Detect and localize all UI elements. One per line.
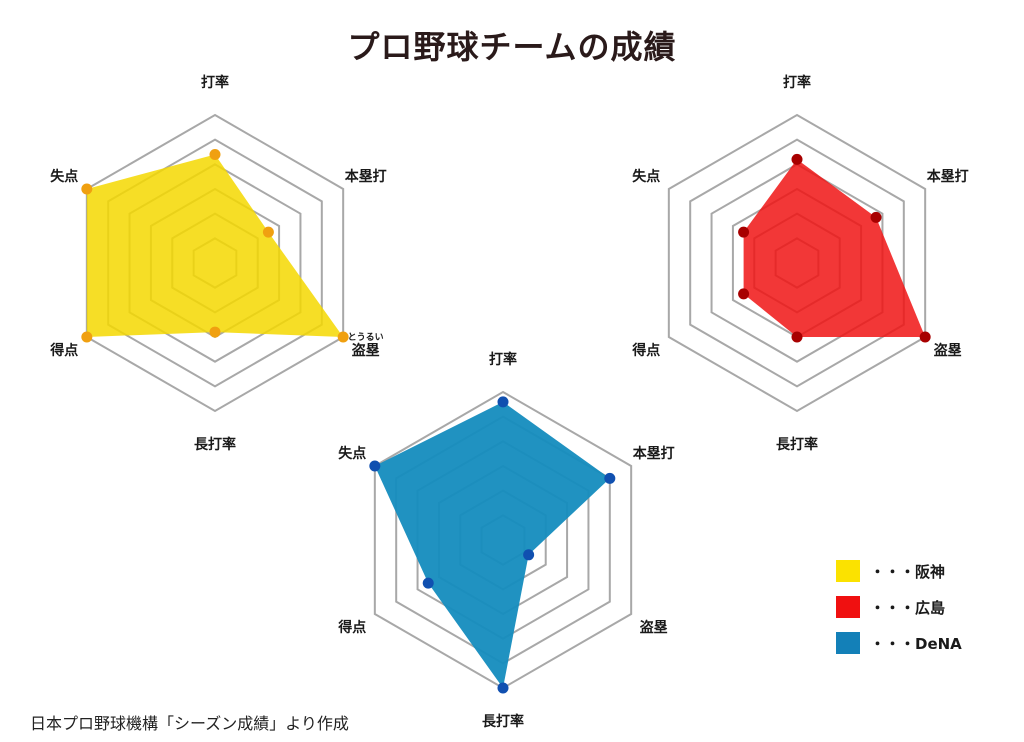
chart-title: プロ野球チームの成績 [347, 28, 677, 66]
source-note: 日本プロ野球機構「シーズン成績」より作成 [30, 714, 349, 733]
axis-label-home-runs: 本塁打 [345, 168, 387, 185]
legend-label-hiroshima: ・・・広島 [870, 598, 946, 617]
grid-ring-5 [689, 138, 905, 388]
data-point-stolen-bases [337, 331, 349, 343]
data-point-slugging [791, 331, 803, 343]
axis-label-batting-average: 打率 [489, 351, 517, 368]
axis-ruby-stolen-bases: とうるい [348, 332, 384, 343]
axis-label-runs-scored: 得点 [49, 342, 78, 359]
data-point-runs-allowed [81, 183, 93, 195]
axis-label-runs-allowed: 失点 [338, 445, 366, 462]
axis-label-runs-allowed: 失点 [50, 168, 78, 185]
axis-label-batting-average: 打率 [201, 74, 229, 91]
data-point-batting-average [209, 148, 221, 160]
data-point-batting-average [497, 396, 509, 408]
axis-label-slugging: 長打率 [194, 436, 236, 453]
data-point-slugging [497, 682, 509, 694]
legend: ・・・阪神 ・・・広島 ・・・DeNA [836, 560, 962, 668]
data-point-home-runs [262, 226, 274, 238]
axis-label-stolen-bases: 盗塁 [934, 342, 962, 359]
data-point-slugging [209, 326, 221, 338]
axis-label-runs-scored: 得点 [337, 619, 366, 636]
series-area-dena [374, 401, 610, 688]
axis-label-runs-scored: 得点 [631, 342, 660, 359]
data-point-stolen-bases [919, 331, 931, 343]
legend-swatch-hanshin [836, 560, 860, 582]
axis-label-stolen-bases: 盗塁 [640, 619, 668, 636]
data-point-runs-scored [81, 331, 93, 343]
axis-label-stolen-bases: 盗塁 [352, 342, 380, 359]
grid-ring-4 [710, 163, 884, 363]
data-point-batting-average [791, 153, 803, 165]
grid-ring-6 [667, 113, 927, 413]
legend-item-hanshin: ・・・阪神 [836, 560, 962, 582]
series-area-hiroshima [743, 159, 926, 337]
data-point-home-runs [870, 211, 882, 223]
axis-label-home-runs: 本塁打 [633, 445, 675, 462]
series-area-hanshin [86, 154, 344, 337]
axis-label-home-runs: 本塁打 [927, 168, 969, 185]
axis-label-slugging: 長打率 [776, 436, 818, 453]
legend-label-dena: ・・・DeNA [870, 634, 962, 653]
legend-item-hiroshima: ・・・広島 [836, 596, 962, 618]
axis-label-runs-allowed: 失点 [632, 168, 660, 185]
legend-swatch-hiroshima [836, 596, 860, 618]
data-point-runs-allowed [738, 226, 750, 238]
legend-label-hanshin: ・・・阪神 [870, 562, 946, 581]
data-point-stolen-bases [523, 549, 535, 561]
data-point-home-runs [604, 472, 616, 484]
data-point-runs-scored [738, 288, 750, 300]
data-point-runs-allowed [369, 460, 381, 472]
legend-item-dena: ・・・DeNA [836, 632, 962, 654]
legend-swatch-dena [836, 632, 860, 654]
axis-label-slugging: 長打率 [482, 713, 524, 730]
data-point-runs-scored [422, 577, 434, 589]
axis-label-batting-average: 打率 [783, 74, 811, 91]
